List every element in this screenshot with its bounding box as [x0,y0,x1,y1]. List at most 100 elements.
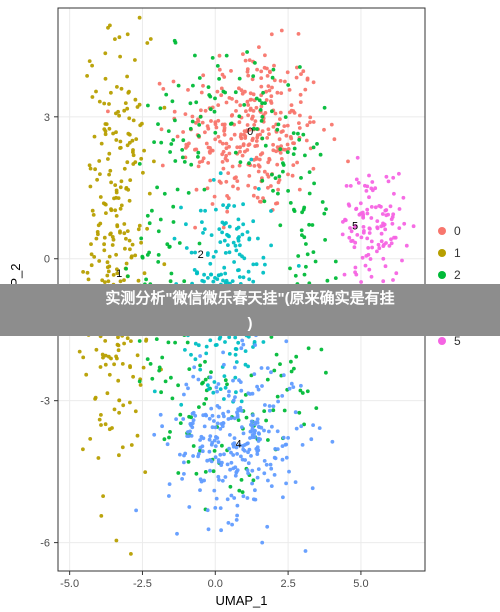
point-cluster-0 [247,143,251,147]
point-cluster-0 [253,164,257,168]
point-cluster-1 [138,16,142,20]
point-cluster-0 [255,106,259,110]
point-cluster-2 [297,138,301,142]
point-cluster-3 [224,251,228,255]
point-cluster-4 [208,438,212,442]
point-cluster-1 [109,357,113,361]
point-cluster-4 [263,459,267,463]
point-cluster-2 [263,101,267,105]
point-cluster-0 [228,152,232,156]
point-cluster-1 [119,185,123,189]
point-cluster-2 [264,419,268,423]
point-cluster-3 [223,239,227,243]
point-cluster-5 [380,232,384,236]
point-cluster-4 [311,423,315,427]
point-cluster-0 [229,69,233,73]
point-cluster-0 [223,126,227,130]
point-cluster-0 [299,72,303,76]
point-cluster-2 [156,260,160,264]
point-cluster-2 [167,436,171,440]
point-cluster-4 [249,423,253,427]
point-cluster-4 [269,463,273,467]
point-cluster-0 [208,146,212,150]
point-cluster-3 [234,244,238,248]
point-cluster-2 [237,114,241,118]
point-cluster-1 [100,142,104,146]
point-cluster-2 [178,413,182,417]
point-cluster-0 [241,154,245,158]
legend-dot-2 [438,271,446,279]
point-cluster-2 [173,341,177,345]
point-cluster-4 [301,443,305,447]
point-cluster-4 [276,400,280,404]
point-cluster-5 [361,215,365,219]
point-cluster-3 [223,272,227,276]
point-cluster-4 [290,382,294,386]
point-cluster-1 [131,375,135,379]
point-cluster-2 [277,123,281,127]
point-cluster-2 [301,133,305,137]
point-cluster-4 [251,433,255,437]
point-cluster-2 [196,155,200,159]
point-cluster-0 [234,175,238,179]
point-cluster-2 [289,201,293,205]
point-cluster-4 [274,456,278,460]
point-cluster-4 [217,415,221,419]
point-cluster-1 [126,132,130,136]
point-cluster-0 [278,117,282,121]
point-cluster-2 [278,223,282,227]
point-cluster-1 [139,157,143,161]
point-cluster-0 [259,70,263,74]
point-cluster-0 [255,157,259,161]
point-cluster-4 [216,422,220,426]
point-cluster-0 [193,226,197,230]
point-cluster-0 [199,108,203,112]
point-cluster-1 [131,148,135,152]
point-cluster-2 [171,99,175,103]
point-cluster-5 [383,223,387,227]
point-cluster-0 [255,136,259,140]
point-cluster-0 [330,123,334,127]
point-cluster-4 [257,432,261,436]
point-cluster-4 [203,425,207,429]
point-cluster-2 [186,341,190,345]
point-cluster-1 [136,434,140,438]
point-cluster-4 [159,413,163,417]
point-cluster-5 [389,204,393,208]
point-cluster-4 [192,365,196,369]
point-cluster-0 [191,115,195,119]
point-cluster-1 [124,237,128,241]
point-cluster-2 [181,138,185,142]
point-cluster-4 [268,404,272,408]
point-cluster-3 [208,262,212,266]
point-cluster-2 [262,409,266,413]
point-cluster-4 [182,461,186,465]
point-cluster-4 [230,461,234,465]
point-cluster-2 [297,411,301,415]
point-cluster-0 [299,93,303,97]
point-cluster-1 [114,355,118,359]
point-cluster-1 [99,413,103,417]
point-cluster-1 [104,122,108,126]
point-cluster-0 [184,143,188,147]
point-cluster-5 [390,241,394,245]
point-cluster-2 [260,119,264,123]
point-cluster-4 [294,480,298,484]
point-cluster-0 [295,76,299,80]
point-cluster-4 [218,453,222,457]
point-cluster-5 [412,224,416,228]
point-cluster-0 [200,91,204,95]
point-cluster-1 [102,201,106,205]
point-cluster-1 [112,238,116,242]
point-cluster-2 [319,153,323,157]
point-cluster-1 [103,339,107,343]
point-cluster-0 [221,160,225,164]
point-cluster-1 [98,418,102,422]
point-cluster-4 [263,403,267,407]
point-cluster-2 [258,98,262,102]
point-cluster-2 [234,90,238,94]
point-cluster-2 [124,267,128,271]
point-cluster-0 [225,101,229,105]
point-cluster-4 [178,453,182,457]
point-cluster-0 [257,45,261,49]
